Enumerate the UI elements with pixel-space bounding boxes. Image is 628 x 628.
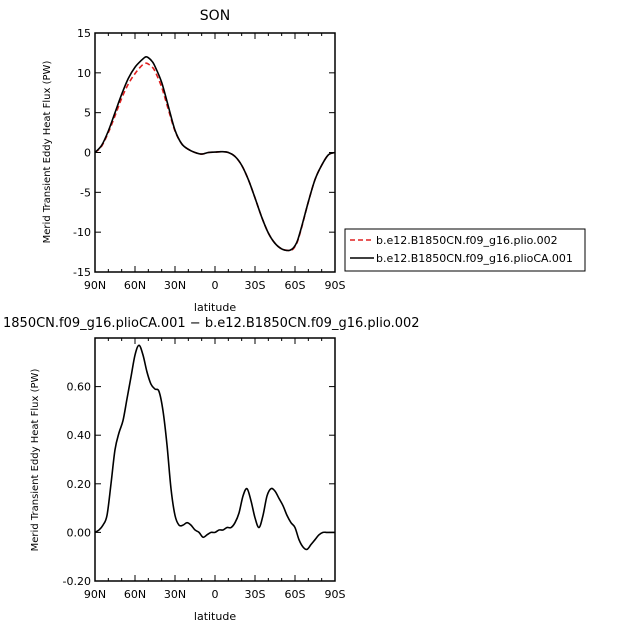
legend-label-plioca: b.e12.B1850CN.f09_g16.plioCA.001 xyxy=(376,252,573,265)
legend-label-plio: b.e12.B1850CN.f09_g16.plio.002 xyxy=(376,234,558,247)
series-line-1-0 xyxy=(94,344,335,551)
bottom-y-axis: 0.60 0.40 0.20 0.00 -0.20 xyxy=(63,381,335,588)
x-tick-label: 30S xyxy=(245,279,266,292)
bottom-chart-title: 1850CN.f09_g16.plioCA.001 − b.e12.B1850C… xyxy=(3,316,420,331)
bottom-x-axis: 90N 60N 30N 0 30S 60S 90S xyxy=(84,338,346,601)
y-tick-label: 10 xyxy=(77,67,91,80)
series-line-0-0 xyxy=(94,62,336,252)
bottom-x-axis-label: latitude xyxy=(194,610,236,623)
x-tick-label: 60N xyxy=(124,588,146,601)
top-panel: SON 90N 60N 30N 0 30S 60S 90S 15 10 5 0 -5 -10 -15 l… xyxy=(42,8,586,314)
y-tick-label: -15 xyxy=(73,266,91,279)
bottom-plot-area xyxy=(94,344,335,551)
y-tick-label: -5 xyxy=(80,186,91,199)
bottom-y-axis-label: Merid Transient Eddy Heat Flux (PW) xyxy=(30,369,41,552)
y-tick-label: 0.00 xyxy=(67,526,92,539)
bottom-panel: 1850CN.f09_g16.plioCA.001 − b.e12.B1850C… xyxy=(3,316,420,623)
series-line-0-1 xyxy=(94,55,336,252)
y-tick-label: 0.60 xyxy=(67,381,92,394)
x-tick-label: 60S xyxy=(285,588,306,601)
top-y-axis: 15 10 5 0 -5 -10 -15 xyxy=(73,27,335,279)
legend-box xyxy=(344,228,586,272)
top-plot-area xyxy=(94,55,336,252)
y-tick-label: 0.40 xyxy=(67,429,92,442)
x-tick-label: 30S xyxy=(245,588,266,601)
x-tick-label: 0 xyxy=(212,588,219,601)
legend: b.e12.B1850CN.f09_g16.plio.002 b.e12.B18… xyxy=(344,228,586,272)
x-tick-label: 90S xyxy=(325,588,346,601)
x-tick-label: 30N xyxy=(164,279,186,292)
top-chart-title: SON xyxy=(200,8,230,24)
y-tick-label: -10 xyxy=(73,226,91,239)
y-tick-label: 0.20 xyxy=(67,478,92,491)
x-tick-label: 60N xyxy=(124,279,146,292)
y-tick-label: 5 xyxy=(84,107,91,120)
x-tick-label: 90N xyxy=(84,588,106,601)
top-y-axis-label: Merid Transient Eddy Heat Flux (PW) xyxy=(42,61,53,244)
y-tick-label: -0.20 xyxy=(63,575,91,588)
x-tick-label: 0 xyxy=(212,279,219,292)
top-x-axis-label: latitude xyxy=(194,301,236,314)
x-tick-label: 30N xyxy=(164,588,186,601)
y-tick-label: 15 xyxy=(77,27,91,40)
x-tick-label: 90N xyxy=(84,279,106,292)
y-tick-label: 0 xyxy=(84,147,91,160)
x-tick-label: 90S xyxy=(325,279,346,292)
x-tick-label: 60S xyxy=(285,279,306,292)
top-x-axis: 90N 60N 30N 0 30S 60S 90S xyxy=(84,33,346,292)
